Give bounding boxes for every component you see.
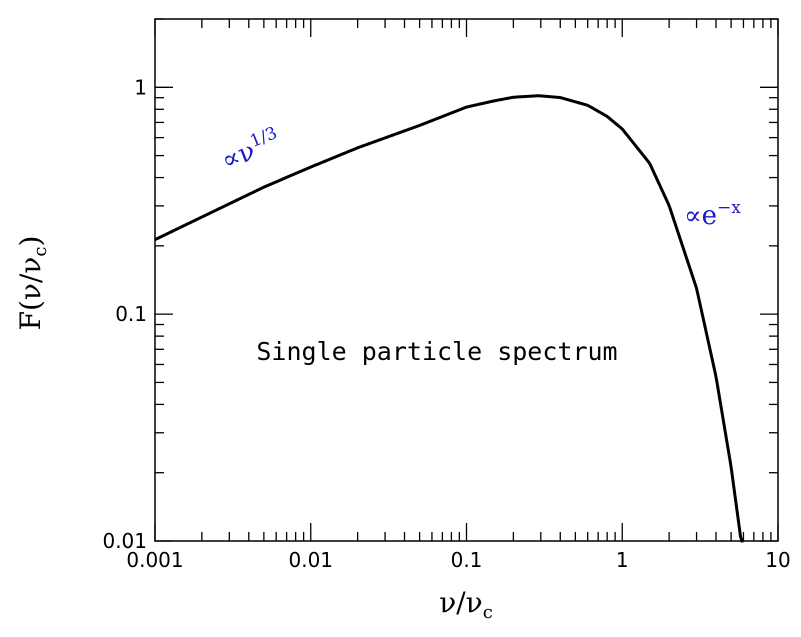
x-axis-label-sub: c [483,602,493,623]
x-tick-label: 0.01 [288,548,333,572]
annotation-low-frequency: ∝ν1/3 [216,123,285,176]
y-axis-label-close: ) [14,236,47,247]
annotation-high-prefix: ∝e [684,201,717,231]
annotation-low-sup: 1/3 [247,123,280,152]
spectrum-curve [154,94,744,543]
y-axis-label-base: F(ν/ν [14,257,47,331]
x-axis-label: ν/νc [439,586,493,623]
x-tick-label: 0.1 [451,548,483,572]
chart-caption: Single particle spectrum [256,337,617,366]
y-tick-label: 1 [134,75,147,99]
axis-tick-labels: 0.001 0.01 0.1 1 100.010.11 [102,75,790,572]
y-axis-label: F(ν/νc) [14,236,51,331]
x-tick-label: 10 [765,548,790,572]
y-axis-label-sub: c [30,247,51,257]
x-axis-label-base: ν/ν [439,586,482,619]
annotation-high-frequency: ∝e−x [684,198,741,231]
plot-frame [154,18,779,542]
annotation-high-sup: −x [717,198,741,218]
y-tick-label: 0.1 [115,302,147,326]
axis-ticks [154,18,779,542]
y-tick-label: 0.01 [102,529,147,553]
x-tick-label: 1 [616,548,629,572]
x-tick-label: 0.001 [126,548,183,572]
